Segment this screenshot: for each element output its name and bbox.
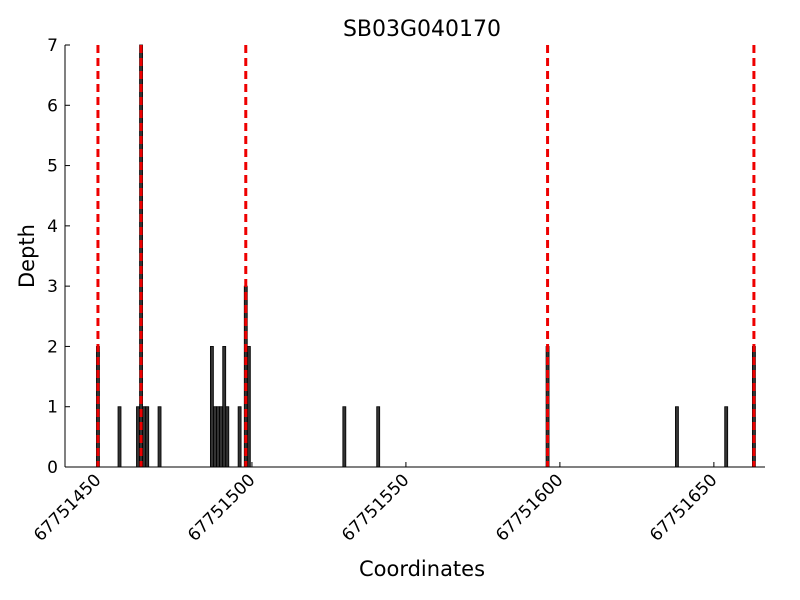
x-tick-label: 67751550 (338, 470, 413, 545)
x-tick-label: 67751650 (646, 470, 721, 545)
bar (117, 406, 122, 468)
y-tick-label: 5 (47, 157, 58, 177)
bar (237, 406, 242, 468)
x-tick-label: 67751500 (184, 470, 259, 545)
bar (213, 406, 217, 468)
bar (219, 406, 224, 468)
bar (222, 346, 227, 468)
bar (145, 406, 150, 468)
bar (675, 406, 679, 468)
x-tick-label: 67751600 (492, 470, 567, 545)
bar (246, 346, 251, 468)
y-tick-label: 1 (47, 398, 58, 418)
y-tick-label: 0 (47, 458, 58, 478)
bar (157, 406, 162, 468)
y-tick-label: 2 (47, 337, 58, 357)
bar (216, 406, 220, 468)
bar (142, 406, 147, 468)
bar (136, 406, 140, 468)
y-tick-label: 3 (47, 277, 58, 297)
y-tick-label: 4 (47, 217, 58, 237)
bar (724, 406, 729, 468)
bar (225, 406, 230, 468)
chart-title: SB03G040170 (343, 17, 501, 42)
x-axis-label: Coordinates (359, 557, 485, 581)
y-tick-label: 7 (47, 36, 58, 56)
bar (376, 406, 381, 468)
y-axis-label: Depth (15, 224, 39, 288)
bar (209, 346, 214, 468)
x-tick-label: 67751450 (30, 470, 105, 545)
bar (342, 406, 347, 468)
y-tick-label: 6 (47, 96, 58, 116)
